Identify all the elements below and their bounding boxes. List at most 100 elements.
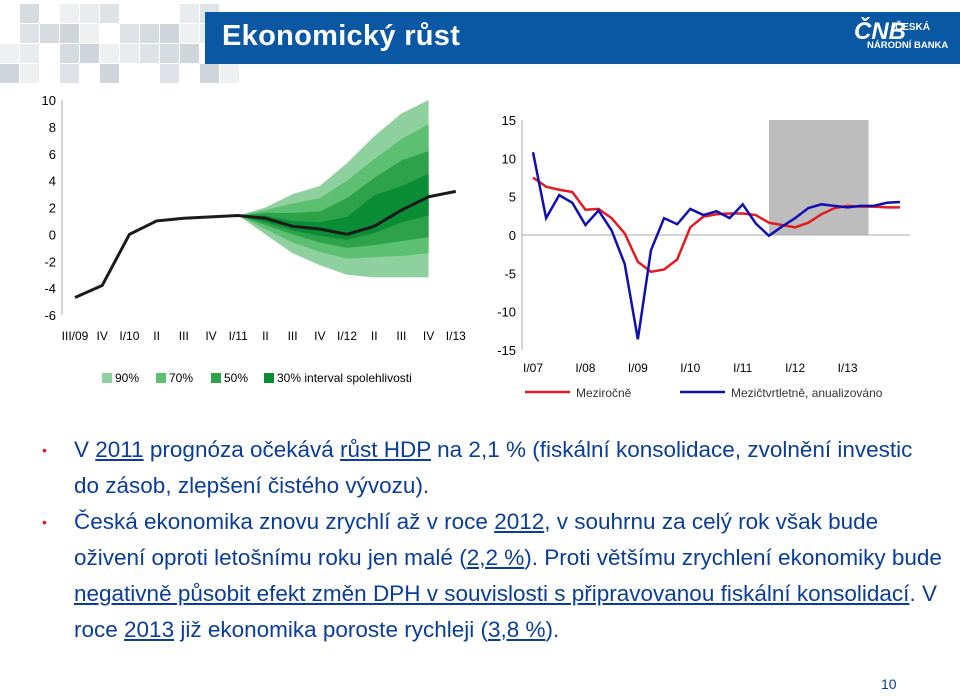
tile — [180, 44, 199, 63]
tile — [0, 44, 19, 63]
bullet-1: • V 2011 prognóza očekává růst HDP na 2,1… — [42, 432, 942, 504]
bullet-text: V — [74, 437, 95, 462]
tile — [180, 4, 199, 23]
tile — [220, 64, 239, 83]
legend-swatch-30 — [264, 373, 274, 383]
y-tick-label: -6 — [44, 308, 56, 323]
bullet-text: ). Proti většímu zrychlení ekonomiky bud… — [524, 545, 942, 570]
x-tick-label: II — [262, 329, 269, 343]
y-tick-label: 0 — [49, 227, 56, 242]
x-tick-label: I/09 — [628, 361, 648, 375]
bullet-dot: • — [42, 432, 47, 468]
logo-line1: ČESKÁ — [895, 22, 930, 33]
x-tick-label: I/11 — [733, 361, 752, 375]
x-tick-label: II — [153, 329, 160, 343]
tile — [80, 44, 99, 63]
tile — [20, 64, 39, 83]
bullet-text: Česká ekonomika znovu zrychlí až v roce — [74, 509, 494, 534]
legend: Meziročně Mezičtvrtletně, anualizováno — [525, 386, 883, 400]
fan-chart: 1086420-2-4-6 III/09 IV I/10 II III IV I/11 II I… — [20, 90, 490, 395]
y-tick-label: -2 — [44, 254, 56, 269]
tile — [60, 4, 79, 23]
tile — [60, 24, 79, 43]
legend: 90% 70% 50% 30% interval spolehlivosti — [102, 371, 412, 385]
legend-swatch-50 — [211, 373, 221, 383]
x-tick-label: I/08 — [575, 361, 595, 375]
tile — [20, 4, 39, 23]
x-tick-label: I/12 — [785, 361, 805, 375]
x-tick-label: IV — [314, 329, 325, 343]
tile — [100, 64, 119, 83]
x-tick-label: I/10 — [680, 361, 700, 375]
y-tick-label: 2 — [49, 201, 56, 216]
y-tick-label: -5 — [504, 266, 516, 281]
bullet-text: 2011 — [95, 437, 143, 462]
y-tick-label: 5 — [509, 190, 516, 205]
bullet-text: prognóza očekává — [144, 437, 340, 462]
x-tick-label: IV — [97, 329, 108, 343]
x-tick-label: I/10 — [119, 329, 139, 343]
x-tick-label: IV — [205, 329, 216, 343]
y-tick-label: -10 — [497, 305, 516, 320]
page-number: 10 — [881, 676, 897, 692]
x-tick-label: III — [288, 329, 298, 343]
bullet-text: 2013 — [124, 617, 174, 642]
tile — [160, 44, 179, 63]
tile — [100, 4, 119, 23]
bullet-text: 2012 — [494, 509, 544, 534]
tile — [200, 64, 219, 83]
legend-swatch-90 — [102, 373, 112, 383]
bullet-list: • V 2011 prognóza očekává růst HDP na 2,1… — [42, 432, 942, 648]
bullet-text: růst HDP — [340, 437, 431, 462]
y-tick-label: -15 — [497, 343, 516, 358]
x-tick-label: I/07 — [523, 361, 543, 375]
tile — [60, 44, 79, 63]
logo-line2: NÁRODNÍ BANKA — [867, 40, 948, 51]
tile — [60, 64, 79, 83]
x-tick-label: IV — [423, 329, 434, 343]
tile — [160, 24, 179, 43]
forecast-shade — [769, 120, 869, 235]
tile — [140, 44, 159, 63]
x-tick-label: III — [396, 329, 406, 343]
bullet-text: 2,2 % — [467, 545, 525, 570]
tile — [20, 44, 39, 63]
legend-label-qoq: Mezičtvrtletně, anualizováno — [731, 386, 883, 400]
legend-label-yoy: Meziročně — [576, 386, 632, 400]
x-tick-label: I/13 — [838, 361, 858, 375]
legend-label-70: 70% — [169, 371, 193, 385]
bullet-text: již ekonomika poroste rychleji ( — [174, 617, 488, 642]
tile — [100, 44, 119, 63]
y-tick-label: 4 — [49, 174, 56, 189]
x-tick-label: II — [371, 329, 378, 343]
x-tick-label: III/09 — [62, 329, 89, 343]
y-tick-label: 10 — [502, 151, 516, 166]
tile — [40, 24, 59, 43]
legend-label-50: 50% — [224, 371, 248, 385]
bullet-text: ). — [546, 617, 560, 642]
bullet-dot: • — [42, 504, 47, 540]
y-tick-label: 6 — [49, 147, 56, 162]
tile — [80, 24, 99, 43]
bullet-2: • Česká ekonomika znovu zrychlí až v roce… — [42, 504, 942, 648]
tile — [120, 44, 139, 63]
tile — [20, 24, 39, 43]
header: Ekonomický růst ČNB ČESKÁ NÁRODNÍ BANKA — [0, 0, 960, 88]
tile — [140, 24, 159, 43]
decorative-tiles — [0, 0, 240, 88]
y-tick-label: 10 — [42, 93, 56, 108]
tile — [180, 24, 199, 43]
tile — [0, 64, 19, 83]
tile — [160, 64, 179, 83]
bullet-text: negativně působit efekt změn DPH v souvi… — [74, 581, 909, 606]
bullet-text: 3,8 % — [488, 617, 546, 642]
legend-label-90: 90% — [115, 371, 139, 385]
y-tick-label: 15 — [502, 113, 516, 128]
tile — [80, 4, 99, 23]
y-tick-label: 0 — [509, 228, 516, 243]
x-tick-label: III — [179, 329, 189, 343]
legend-label-30: 30% interval spolehlivosti — [277, 371, 412, 385]
gdp-growth-chart: 15 10 5 0 -5 -10 -15 I/07 I/08 I/09 I/10 I/11 I/12 I… — [480, 100, 955, 410]
x-tick-label: I/13 — [446, 329, 466, 343]
legend-swatch-70 — [156, 373, 166, 383]
